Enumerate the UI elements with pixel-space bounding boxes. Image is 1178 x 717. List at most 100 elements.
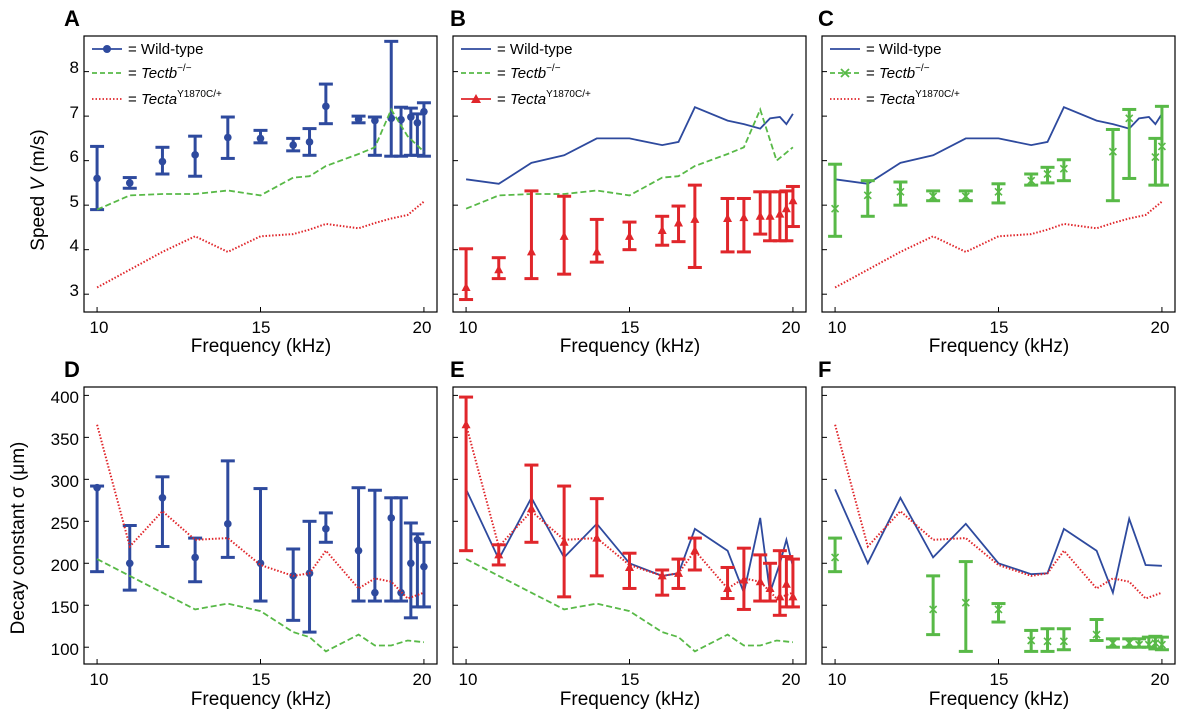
x-ticks-c: 10 15 20 [828,318,1170,337]
panel-c: C = Wild-type = Tectb−/− = TectaY1870C/+… [818,6,1176,357]
panel-a: A = Wild-type = Tectb−/− = TectaY1870C/+… [64,6,438,357]
series-line-tectb [465,558,793,653]
data-point-tecta [461,282,471,292]
data-point-wild-type [224,520,232,528]
data-point-tectb [831,553,840,562]
data-point-tecta [592,533,602,542]
data-point-tecta [765,211,775,220]
legend-label-tectb: = Tectb−/− [128,63,192,82]
data-point-wild-type [256,559,265,568]
data-point-wild-type [224,133,232,142]
series-line-wild-type [834,106,1163,185]
x-tick-label: 10 [828,318,847,337]
panel-f: F 10 15 20 Frequency (kHz) [818,357,1176,710]
legend-c: = Wild-type = Tectb−/− = TectaY1870C/+ [830,41,960,108]
legend-a: = Wild-type = Tectb−/− = TectaY1870C/+ [92,41,222,108]
data-point-tecta [690,545,700,555]
panel-letter-c: C [818,6,834,31]
series-line-tectb [96,107,425,211]
panel-letter-d: D [64,357,80,382]
x-tick-label: 10 [90,318,109,337]
data-point-tecta [788,591,798,601]
panel-letter-a: A [64,6,80,31]
series-line-wild-type [465,106,794,185]
x-tick-label: 15 [990,318,1009,337]
legend-b: = Wild-type = Tectb−/− = TectaY1870C/+ [461,41,591,108]
data-point-tectb [961,598,970,607]
data-point-tecta [526,246,536,256]
y-tick-label: 7 [70,103,79,122]
data-point-tectb [1027,636,1036,645]
data-point-tecta [723,583,733,592]
data-point-wild-type [289,141,297,149]
data-point-tectb [1157,640,1166,649]
x-tick-label: 15 [621,318,640,337]
x-axis-label: Frequency (kHz) [560,336,700,357]
marks-c [822,71,1169,312]
panel-letter-e: E [450,357,465,382]
data-point-tecta [775,209,785,218]
data-point-tecta [494,549,504,559]
data-point-tecta [657,225,667,235]
x-axis-label: Frequency (kHz) [191,689,331,710]
data-point-tectb [1027,176,1036,185]
y-tick-label: 100 [51,640,79,659]
data-point-tectb [994,605,1003,614]
data-point-tecta [625,562,634,571]
y-tick-label: 250 [51,514,79,533]
data-point-tecta [739,212,749,222]
legend-label-tecta: = TectaY1870C/+ [866,89,960,108]
x-tick-label: 20 [782,318,801,337]
data-point-tecta [723,213,733,223]
data-point-tectb [1059,164,1068,173]
x-tick-label: 10 [459,670,478,689]
legend-marker-wild-type [103,45,111,53]
data-point-tecta [775,591,785,601]
x-tick-label: 15 [252,670,271,689]
legend-label-tecta: = TectaY1870C/+ [128,89,222,108]
series-line-tecta [834,424,1163,600]
data-point-wild-type [191,151,199,159]
data-point-tecta [755,576,765,586]
series-line-tectb [465,106,794,210]
legend-label-wild-type: = Wild-type [497,41,572,58]
data-point-tectb [1144,640,1153,649]
data-point-wild-type [191,553,199,562]
legend-label-tectb: = Tectb−/− [866,63,930,82]
data-point-tectb [1092,630,1101,639]
y-ticks-d: 100 150 200 250 300 350 400 [51,388,79,659]
y-tick-label: 400 [51,388,79,407]
data-point-wild-type [371,116,379,125]
marks-f [822,394,1169,664]
x-tick-label: 20 [1151,670,1170,689]
data-point-wild-type [407,559,415,568]
data-point-tecta [559,537,569,546]
data-point-tecta [765,583,775,592]
data-point-tecta [461,419,471,429]
data-point-tectb [961,192,970,201]
y-tick-label: 6 [70,147,79,166]
y-tick-label: 3 [70,281,79,300]
legend-label-tectb: = Tectb−/− [497,63,561,82]
data-point-wild-type [93,483,101,492]
x-ticks-e: 10 15 20 [459,670,801,689]
x-ticks-a: 10 15 20 [90,318,432,337]
data-point-tectb [1125,638,1134,648]
x-axis-label: Frequency (kHz) [560,689,700,710]
panel-b: B = Wild-type = Tectb−/− = TectaY1870C/+… [450,6,807,357]
data-point-tectb [863,191,872,200]
plot-frame [452,386,807,665]
data-point-tecta [781,203,791,213]
data-point-tectb [1157,142,1166,151]
data-point-wild-type [125,559,134,568]
y-tick-label: 200 [51,556,79,575]
data-point-wild-type [93,174,101,183]
y-tick-label: 8 [70,58,79,77]
x-axis-label: Frequency (kHz) [191,336,331,357]
series-line-wild-type [834,489,1162,596]
marks-a [84,39,431,312]
data-point-tecta [755,211,765,220]
data-point-tecta [559,231,569,240]
x-ticks-f: 10 15 20 [828,670,1170,689]
series-line-wild-type [465,489,794,596]
